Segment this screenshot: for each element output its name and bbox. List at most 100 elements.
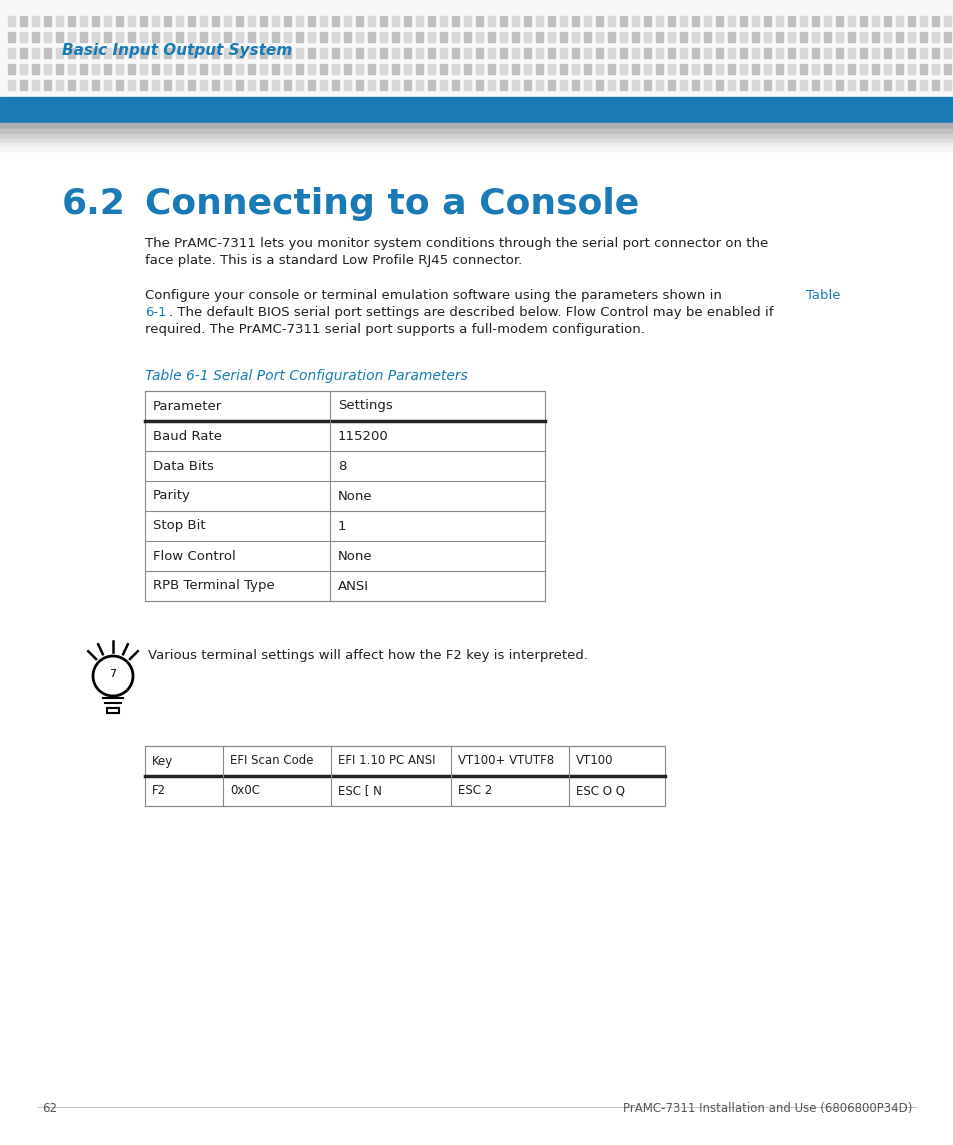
Bar [727, 80, 734, 90]
Bar [763, 80, 770, 90]
Bar [20, 32, 27, 42]
Bar [128, 64, 135, 74]
Bar [145, 390, 544, 601]
Bar [835, 64, 842, 74]
Bar [32, 16, 39, 26]
Bar [787, 16, 794, 26]
Bar [44, 48, 51, 58]
Bar [572, 80, 578, 90]
Bar [56, 32, 63, 42]
Bar [319, 80, 327, 90]
Bar [379, 80, 387, 90]
Bar [583, 64, 590, 74]
Bar [596, 32, 602, 42]
Bar [703, 48, 710, 58]
Bar [379, 64, 387, 74]
Text: 6.2: 6.2 [62, 187, 126, 221]
Bar [643, 48, 650, 58]
Bar [8, 32, 15, 42]
Bar [740, 64, 746, 74]
Bar [596, 64, 602, 74]
Bar [308, 48, 314, 58]
Bar [859, 32, 866, 42]
Bar [272, 64, 278, 74]
Bar [416, 80, 422, 90]
Bar [116, 80, 123, 90]
Bar [452, 32, 458, 42]
Bar [931, 80, 938, 90]
Bar [643, 16, 650, 26]
Bar [488, 80, 495, 90]
Bar [0, 134, 953, 139]
Bar [295, 80, 303, 90]
Bar [823, 64, 830, 74]
Bar [368, 64, 375, 74]
Bar [56, 64, 63, 74]
Bar [523, 32, 531, 42]
Bar [703, 64, 710, 74]
Bar [91, 16, 99, 26]
Text: 8: 8 [337, 459, 346, 473]
Bar [643, 64, 650, 74]
Bar [332, 64, 338, 74]
Bar [583, 32, 590, 42]
Bar [763, 48, 770, 58]
Text: Parity: Parity [152, 490, 191, 503]
Text: required. The PrAMC-7311 serial port supports a full-modem configuration.: required. The PrAMC-7311 serial port sup… [145, 323, 644, 335]
Bar [572, 32, 578, 42]
Bar [488, 48, 495, 58]
Bar [44, 32, 51, 42]
Bar [463, 64, 471, 74]
Bar [583, 80, 590, 90]
Bar [463, 48, 471, 58]
Bar [175, 48, 183, 58]
Bar [116, 16, 123, 26]
Bar [907, 16, 914, 26]
Bar [332, 16, 338, 26]
Bar [308, 16, 314, 26]
Bar [619, 32, 626, 42]
Bar [295, 32, 303, 42]
Bar [679, 80, 686, 90]
Bar [0, 147, 953, 151]
Bar [919, 32, 926, 42]
Bar [895, 16, 902, 26]
Bar [44, 64, 51, 74]
Bar [883, 48, 890, 58]
Bar [272, 48, 278, 58]
Bar [140, 64, 147, 74]
Bar [200, 48, 207, 58]
Bar [403, 16, 411, 26]
Bar [235, 80, 243, 90]
Bar [80, 80, 87, 90]
Bar [512, 16, 518, 26]
Bar [536, 80, 542, 90]
Text: Table: Table [805, 289, 840, 302]
Text: Basic Input Output System: Basic Input Output System [62, 42, 292, 57]
Bar [368, 16, 375, 26]
Bar [104, 80, 111, 90]
Bar [248, 64, 254, 74]
Bar [619, 16, 626, 26]
Bar [631, 16, 639, 26]
Bar [308, 80, 314, 90]
Bar [811, 16, 818, 26]
Bar [91, 80, 99, 90]
Bar [403, 64, 411, 74]
Bar [823, 48, 830, 58]
Bar [727, 32, 734, 42]
Bar [787, 80, 794, 90]
Bar [152, 16, 159, 26]
Bar [284, 64, 291, 74]
Bar [751, 48, 759, 58]
Bar [8, 16, 15, 26]
Text: VT100+ VTUTF8: VT100+ VTUTF8 [457, 755, 554, 767]
Bar [319, 48, 327, 58]
Bar [631, 32, 639, 42]
Bar [691, 48, 699, 58]
Bar [392, 48, 398, 58]
Bar [667, 32, 675, 42]
Bar [91, 32, 99, 42]
Bar [104, 48, 111, 58]
Bar [332, 32, 338, 42]
